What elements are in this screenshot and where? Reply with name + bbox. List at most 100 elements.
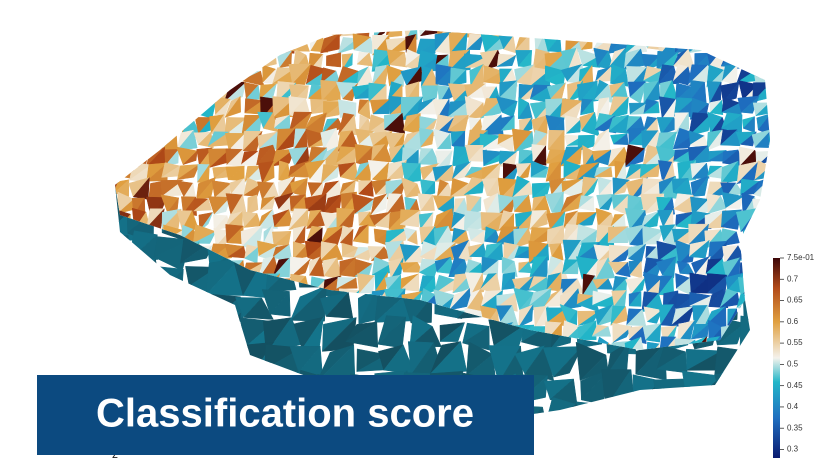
mesh-face (148, 338, 164, 350)
mesh-face (768, 160, 770, 183)
mesh-side-face (710, 403, 742, 422)
mesh-face (769, 134, 770, 151)
mesh-face (192, 198, 212, 212)
mesh-face (513, 227, 533, 249)
mesh-face (754, 275, 770, 297)
mesh-face (104, 66, 113, 84)
mesh-face (291, 63, 312, 85)
mesh-face (115, 32, 117, 54)
mesh-face (115, 257, 130, 275)
mesh-face (181, 320, 199, 339)
mesh-face (243, 183, 262, 197)
mesh-face (756, 30, 770, 37)
mesh-face (210, 34, 229, 54)
mesh-face (182, 293, 198, 311)
mesh-face (690, 323, 710, 340)
mesh-face (645, 322, 662, 343)
mesh-face (116, 97, 134, 114)
mesh-face (468, 144, 484, 162)
mesh-face (754, 355, 773, 368)
mesh-face (97, 129, 113, 150)
mesh-face (227, 36, 249, 54)
mesh-face (132, 36, 152, 51)
mesh-side-face (149, 265, 184, 299)
mesh-face (656, 30, 674, 40)
mesh-face (214, 64, 228, 87)
mesh-face (561, 259, 579, 275)
mesh-face (209, 305, 228, 328)
mesh-face (753, 34, 770, 50)
mesh-side-face (115, 318, 136, 348)
mesh-side-face (156, 340, 184, 380)
mesh-side-face (608, 408, 631, 422)
mesh-face (679, 263, 695, 275)
mesh-face (646, 309, 663, 324)
mesh-face (547, 35, 562, 53)
mesh-face (115, 63, 131, 88)
mesh-side-face (739, 261, 750, 298)
mesh-face (164, 37, 182, 57)
mesh-face (181, 95, 200, 118)
colorbar-gradient (773, 258, 780, 458)
mesh-face (226, 50, 241, 68)
mesh-face (629, 260, 643, 279)
mesh-face (752, 255, 770, 279)
colorbar-tick-label: 0.35 (787, 423, 803, 432)
mesh-face (309, 30, 324, 36)
mesh-face (210, 54, 231, 69)
mesh-face (180, 353, 200, 375)
mesh-face (500, 115, 515, 131)
mesh-face (182, 31, 201, 54)
mesh-face (753, 325, 770, 344)
mesh-face (709, 30, 727, 35)
mesh-face (150, 99, 167, 119)
mesh-side-face (344, 321, 379, 348)
mesh-face (115, 273, 116, 292)
mesh-face (115, 63, 135, 87)
mesh-side-face (183, 314, 217, 351)
mesh-side-face (124, 350, 158, 374)
mesh-side-face (125, 258, 157, 296)
mesh-side-face (243, 297, 274, 320)
mesh-face (597, 50, 614, 70)
mesh-face (131, 81, 149, 98)
mesh-face (710, 31, 722, 54)
mesh-face (229, 353, 244, 373)
mesh-face (743, 341, 757, 350)
mesh-face (131, 111, 151, 136)
mesh-face (319, 33, 340, 54)
mesh-face (211, 320, 225, 339)
mesh-face (530, 167, 549, 178)
mesh-face (195, 323, 212, 342)
mesh-face (164, 289, 185, 307)
mesh-face (128, 271, 148, 290)
mesh-face (127, 339, 149, 350)
mesh-face (593, 166, 613, 178)
mesh-face (532, 30, 551, 38)
mesh-face (775, 102, 791, 113)
mesh-face (149, 52, 168, 72)
mesh-face (582, 30, 600, 36)
mesh-face (719, 30, 744, 35)
mesh-face (96, 210, 113, 227)
mesh-side-face (156, 341, 184, 380)
mesh-face (163, 111, 179, 133)
mesh-side-face (289, 285, 327, 322)
mesh-face (229, 30, 248, 35)
mesh-side-face (742, 290, 750, 320)
mesh-face (210, 341, 233, 350)
mesh-face (565, 30, 584, 35)
mesh-face (754, 128, 770, 148)
mesh-face (150, 306, 167, 323)
mesh-face (145, 321, 163, 343)
mesh-face (162, 305, 185, 327)
mesh-face (720, 30, 743, 35)
mesh-face (148, 127, 168, 148)
mesh-face (417, 30, 435, 37)
colorbar-tick-label: 0.6 (787, 317, 799, 326)
mesh-face (756, 227, 770, 244)
mesh-face (198, 354, 213, 375)
mesh-face (688, 239, 710, 259)
colorbar-tick-label: 0.4 (787, 402, 799, 411)
mesh-face (626, 308, 647, 327)
